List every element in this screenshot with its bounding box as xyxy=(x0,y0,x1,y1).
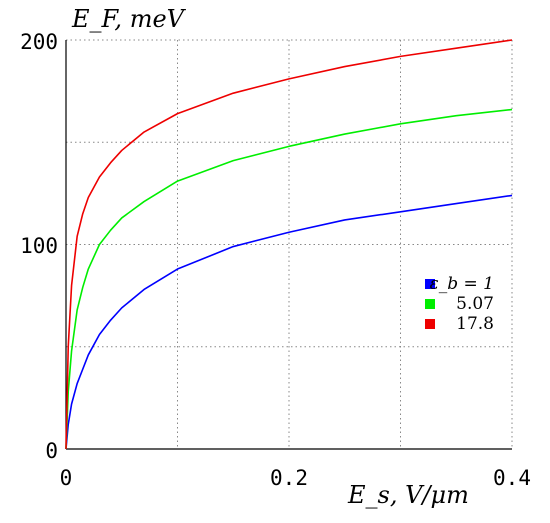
x-tick-label-0.2: 0.2 xyxy=(270,466,308,490)
series-line-2 xyxy=(65,39,513,450)
y-tick-label-200: 200 xyxy=(20,30,58,54)
series-line-0 xyxy=(65,194,513,450)
axes xyxy=(65,40,512,450)
legend-swatch-2 xyxy=(425,319,435,329)
legend-swatch-0 xyxy=(425,279,435,289)
x-axis-label: E_s, V/μm xyxy=(347,481,469,509)
legend-swatch-1 xyxy=(425,299,435,309)
legend-label-0: ε_b = 1 xyxy=(430,274,494,294)
grid xyxy=(66,39,513,449)
series-line-1 xyxy=(65,108,513,450)
y-tick-label-0: 0 xyxy=(45,439,58,463)
x-tick-label-0.4: 0.4 xyxy=(493,466,531,490)
legend-label-1: 5.07 xyxy=(456,294,494,314)
tick-labels: 200 100 0 0 0.2 0.4 xyxy=(20,30,531,490)
y-tick-label-100: 100 xyxy=(20,234,58,258)
y-axis-label: E_F, meV xyxy=(71,5,187,33)
legend-label-2: 17.8 xyxy=(456,314,494,334)
x-tick-label-0: 0 xyxy=(60,466,73,490)
series-group xyxy=(65,39,513,450)
